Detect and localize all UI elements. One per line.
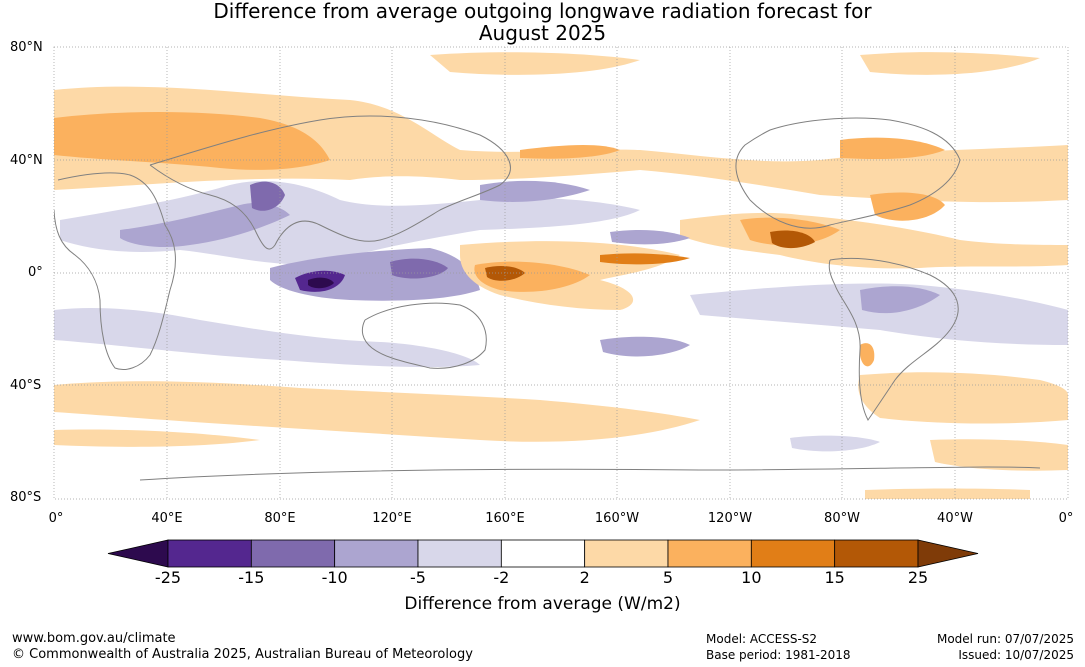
colorbar-bin (167, 539, 252, 568)
anomaly-positive-region (54, 381, 700, 442)
colorbar-bin (250, 539, 336, 568)
anomaly-positive-region (520, 145, 620, 159)
lon-label-40e: 40°E (151, 511, 183, 526)
lat-label-40s: 40°S (10, 378, 42, 393)
colorbar-bin (834, 539, 919, 568)
anomaly-shading (54, 47, 1068, 499)
anomaly-positive-region (840, 137, 945, 160)
lat-label-0: 0° (28, 265, 43, 280)
colorbar-bin (334, 539, 419, 568)
anomaly-positive-region (930, 439, 1068, 471)
anomaly-negative-region (600, 336, 690, 357)
colorbar-title: Difference from average (W/m2) (404, 594, 681, 614)
footer-model: Model: ACCESS-S2 (706, 632, 818, 646)
anomaly-positive-region (870, 192, 945, 221)
colorbar-bin (500, 539, 586, 568)
colorbar-tick-label: -5 (410, 568, 426, 587)
colorbar-tick-label: -2 (493, 568, 510, 587)
lat-label-40n: 40°N (10, 153, 43, 168)
graticule (54, 47, 1068, 499)
colorbar-bin (667, 539, 752, 568)
footer-base-period: Base period: 1981-2018 (706, 648, 851, 662)
anomaly-negative-region (690, 283, 1068, 345)
colorbar-bin (750, 539, 836, 568)
colorbar-tick-label: -25 (154, 568, 182, 587)
anomaly-positive-region (600, 253, 690, 265)
lon-label-160e: 160°E (485, 511, 525, 526)
colorbar-tick-label: -15 (238, 568, 265, 587)
colorbar-extend-high (917, 539, 979, 568)
anomaly-negative-region (250, 181, 285, 211)
anomaly-positive-region (485, 265, 525, 281)
anomaly-negative-region (390, 258, 448, 279)
lon-label-0-right: 0° (1058, 511, 1074, 526)
colorbar-bin (417, 539, 502, 568)
lon-label-40w: 40°W (937, 511, 973, 526)
anomaly-negative-region (480, 180, 590, 202)
anomaly-positive-region (860, 52, 1040, 75)
colorbar-bin (584, 539, 669, 568)
anomaly-negative-region (308, 277, 334, 289)
map-title-line2: August 2025 (478, 21, 607, 45)
colorbar-tick-label: 10 (741, 568, 762, 587)
colorbar-extend-low (107, 539, 169, 568)
map-title-line1: Difference from average outgoing longwav… (213, 0, 872, 23)
anomaly-positive-region (770, 230, 815, 249)
anomaly-negative-region (54, 308, 480, 368)
anomaly-negative-region (790, 435, 880, 452)
footer-website: www.bom.gov.au/climate (12, 631, 176, 646)
anomaly-positive-region (860, 343, 875, 367)
colorbar-tick-label: 2 (579, 568, 590, 587)
anomaly-negative-region (60, 180, 640, 265)
lon-label-80e: 80°E (264, 511, 296, 526)
lon-label-0-left: 0° (48, 511, 64, 526)
lat-label-80n: 80°N (10, 40, 43, 55)
anomaly-positive-region (54, 112, 330, 170)
anomaly-positive-region (858, 372, 1068, 424)
lon-label-80w: 80°W (824, 511, 860, 526)
lon-label-120e: 120°E (372, 511, 412, 526)
map-frame (53, 46, 1069, 500)
footer-copyright: © Commonwealth of Australia 2025, Austra… (12, 647, 473, 662)
lon-label-160w: 160°W (594, 511, 640, 526)
colorbar-tick-label: 5 (662, 568, 674, 587)
anomaly-positive-region (54, 86, 1068, 203)
colorbar-tick-label: 15 (824, 568, 845, 587)
anomaly-positive-region (865, 488, 1030, 499)
colorbar-tick-label: 25 (907, 568, 929, 587)
anomaly-negative-region (120, 203, 290, 248)
lon-label-120w: 120°W (707, 511, 753, 526)
footer-issued: Issued: 10/07/2025 (958, 648, 1074, 662)
anomaly-positive-region (430, 52, 640, 75)
anomaly-positive-region (54, 429, 260, 447)
colorbar (107, 539, 979, 568)
lat-label-80s: 80°S (10, 490, 42, 505)
anomaly-negative-region (610, 230, 690, 245)
anomaly-negative-region (860, 286, 940, 314)
continent-outlines (54, 115, 1041, 481)
footer-model-run: Model run: 07/07/2025 (936, 632, 1074, 646)
colorbar-tick-label: -10 (321, 568, 348, 587)
